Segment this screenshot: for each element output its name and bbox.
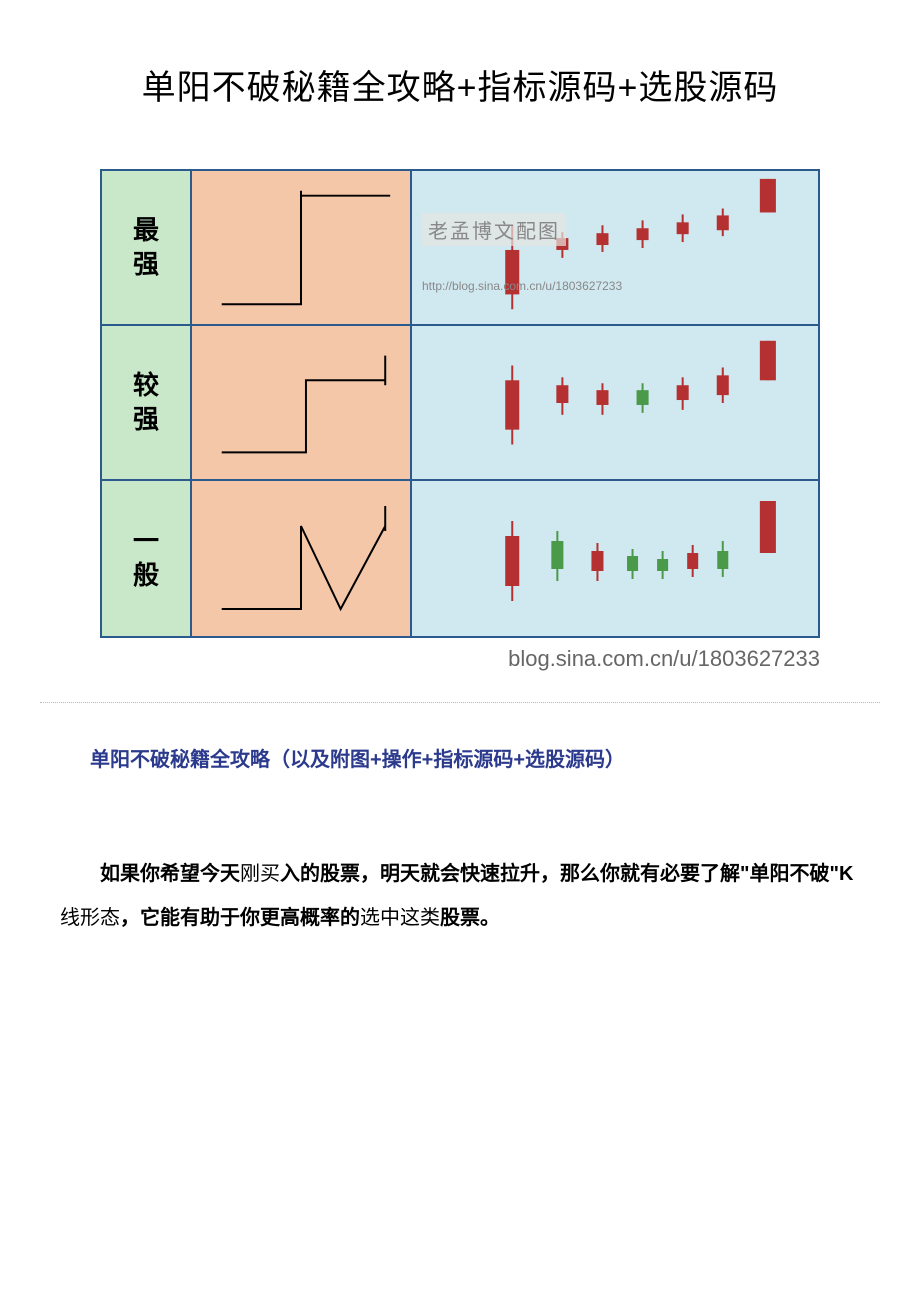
watermark-url: http://blog.sina.com.cn/u/1803627233 — [422, 279, 622, 293]
diagram-row: 一般 — [102, 481, 818, 636]
strength-label: 较强 — [102, 326, 192, 479]
candlestick-cell: 老孟博文配图 http://blog.sina.com.cn/u/18036272… — [412, 171, 818, 324]
pattern-shape-cell — [192, 326, 412, 479]
pattern-shape-cell — [192, 171, 412, 324]
diagram-row: 较强 — [102, 326, 818, 481]
url-footer: blog.sina.com.cn/u/1803627233 — [40, 646, 880, 672]
text-span: 入的股票，明天就会快速拉升，那么你就有必要了解"单阳不破"K — [280, 863, 853, 885]
text-span: ，它能有助于你更高概率的 — [120, 907, 360, 929]
subtitle: 单阳不破秘籍全攻略（以及附图+操作+指标源码+选股源码） — [90, 743, 880, 772]
text-span: 如果你希望今天 — [100, 863, 240, 885]
text-span: 线形态 — [60, 907, 120, 929]
candlestick-cell — [412, 326, 818, 479]
strength-label: 一般 — [102, 481, 192, 636]
divider — [40, 702, 880, 703]
diagram-row: 最强 老孟博文配图 http://blog.sina.com.cn/u/180362… — [102, 171, 818, 326]
strength-label: 最强 — [102, 171, 192, 324]
candlestick-diagram: 最强 老孟博文配图 http://blog.sina.com.cn/u/180362… — [100, 169, 820, 638]
page-title: 单阳不破秘籍全攻略+指标源码+选股源码 — [40, 60, 880, 109]
text-span: 刚买 — [240, 863, 280, 885]
pattern-shape-cell — [192, 481, 412, 636]
candlestick-cell — [412, 481, 818, 636]
watermark-text: 老孟博文配图 — [422, 213, 566, 246]
text-span: 选中这类 — [360, 907, 440, 929]
body-paragraph-1: 如果你希望今天刚买入的股票，明天就会快速拉升，那么你就有必要了解"单阳不破"K … — [40, 852, 880, 940]
text-span: 股票。 — [440, 907, 500, 929]
